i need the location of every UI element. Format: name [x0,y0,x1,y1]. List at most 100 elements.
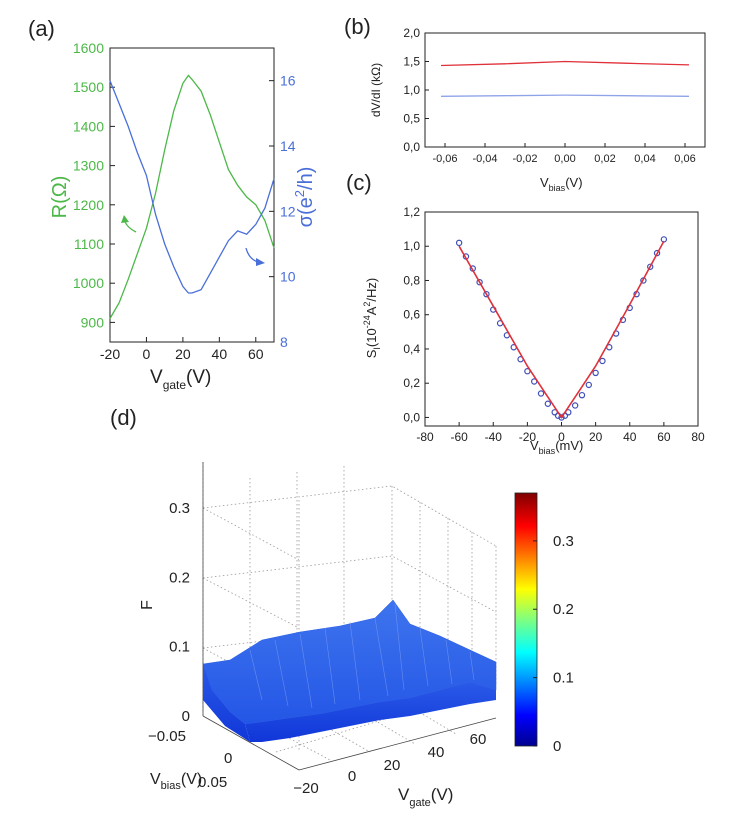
a-right-tick-label: 16 [280,73,296,89]
b-x-tick-label: -0,06 [432,153,457,165]
c-y-tick-label: 0,4 [403,342,420,356]
panel-a-ylabel-right: σ(e2/h) [292,167,317,228]
b-y-tick-label: 2,0 [403,26,420,40]
d-x-tick-label: 0 [348,768,356,785]
a-right-tick-label: 8 [280,334,288,350]
panel-c-chart: 0,0 0,2 0,4 0,6 0,8 1,0 1,2 -80 -60 -40 -20 0 20 40 6… [362,205,705,456]
panel-c-x-axis: -80 -60 -40 -20 0 20 40 60 80 [416,422,705,444]
b-y-tick-label: 0,5 [403,112,420,126]
b-y-tick-label: 0,0 [403,140,420,154]
c-x-tick-label: -40 [485,430,503,444]
c-x-tick-label: 0 [558,430,565,444]
d-z-tick-label: 0 [182,708,190,725]
c-x-tick-label: 20 [589,430,603,444]
panel-b-frame [424,32,706,148]
c-data-point [647,263,654,270]
c-data-point [483,290,490,298]
a-x-tick-label: 60 [248,346,264,362]
panel-a-frame [109,47,275,343]
b-series-lower [440,94,690,97]
panel-b-xlabel: Vbias(V) [540,175,583,193]
c-x-tick-label: 40 [623,430,637,444]
panel-b-x-axis: -0,06 -0,04 -0,02 0,00 0,02 0,04 0,06 [432,143,696,165]
a-left-tick-label: 1000 [73,275,104,291]
cb-tick-label: 0.3 [553,533,574,550]
cb-tick-label: 0.1 [553,670,574,687]
c-y-tick-label: 1,0 [403,239,420,253]
c-data-point [455,239,463,247]
panel-a-label: (a) [28,16,55,41]
panel-d-zlabel: F [139,600,156,610]
panel-d-grid [202,462,497,761]
a-x-tick-label: 0 [143,346,151,362]
a-x-tick-label: 40 [212,346,228,362]
panel-c-ylabel: SI(10-24A2/Hz) [362,278,382,359]
panel-a-chart: 900 1000 1100 1200 1300 1400 1500 1600 8 10 12 14 1… [49,40,317,392]
panel-d-ylabel: Vbias(V) [150,771,202,792]
d-y-tick-label: 0 [224,750,232,767]
a-x-tick-label: 20 [175,346,191,362]
panel-a-left-axis: 900 1000 1100 1200 1300 1400 1500 1600 [73,40,115,330]
c-data-point [544,400,552,407]
d-x-tick-label: 40 [428,744,445,761]
panel-a-ylabel-left: R(Ω) [49,176,71,219]
panel-b-chart: 0,0 0,5 1,0 1,5 2,0 -0,06 -0,04 -0,02 0,00 0,02 0… [369,26,706,193]
panel-a-xlabel: Vgate(V) [150,367,211,392]
d-x-tick-label: 60 [470,731,487,748]
b-series-upper [440,60,690,67]
a-series-R [109,74,275,319]
panel-d-chart: 0 0.1 0.2 0.3 −0.05 0 0.05 −20 0 20 40 60 F Vbias… [139,462,574,809]
b-x-tick-label: 0,04 [634,153,655,165]
d-z-tick-label: 0.3 [169,500,190,517]
b-y-tick-label: 1,5 [403,55,420,69]
c-x-tick-label: -20 [519,430,537,444]
colorbar-axis: 0 0.1 0.2 0.3 [533,533,574,755]
d-x-tick-label: −20 [293,780,318,797]
c-data-point [592,369,599,377]
c-data-point [653,249,661,257]
panel-d-y-axis: −0.05 0 0.05 [148,728,232,791]
panel-c-xlabel: Vbias(mV) [530,438,583,456]
surface-texture [249,603,475,709]
panel-d-z-axis: 0 0.1 0.2 0.3 [169,500,190,725]
c-data-point [476,278,483,286]
panel-a-x-axis: -20 0 20 40 60 [100,337,264,362]
d-y-tick-label: 0.05 [198,774,227,791]
panel-c-y-axis: 0,0 0,2 0,4 0,6 0,8 1,0 1,2 [403,205,429,424]
sigma-axis-arrowhead [256,258,265,266]
surface-left-face [203,664,250,742]
c-y-tick-label: 0,2 [403,376,420,390]
b-x-tick-label: -0,02 [512,153,537,165]
c-data-point [578,391,586,399]
c-data-point [599,357,606,365]
c-y-tick-label: 0,0 [403,410,420,424]
colorbar [514,492,538,747]
panel-d-label: (d) [110,405,137,430]
c-x-tick-label: -80 [416,430,434,444]
b-x-tick-label: 0,00 [554,153,575,165]
a-left-tick-label: 1400 [73,118,104,134]
panel-c-series [455,236,668,421]
panel-c-frame [424,211,699,427]
a-left-tick-label: 1600 [73,40,104,56]
panel-d-xlabel: Vgate(V) [398,785,453,809]
c-data-point [558,414,565,421]
c-y-tick-label: 0,8 [403,273,420,287]
b-x-tick-label: 0,02 [594,153,615,165]
c-data-point [537,390,545,397]
d-z-tick-label: 0.1 [169,639,190,656]
panel-a-right-axis: 8 10 12 14 16 [269,73,296,350]
c-y-tick-label: 1,2 [403,205,420,219]
c-data-point [571,402,579,409]
a-x-tick-label: -20 [100,346,120,362]
b-x-tick-label: -0,04 [472,153,497,165]
a-left-tick-label: 900 [81,314,105,330]
panel-b-ylabel: dV/dI (kΩ) [369,63,383,117]
a-series-sigma [109,80,275,294]
d-x-tick-label: 20 [384,757,401,774]
r-axis-arrowhead [121,215,129,223]
a-left-tick-label: 1500 [73,79,104,95]
cb-tick-label: 0.2 [553,601,574,618]
c-x-tick-label: 60 [657,430,671,444]
a-right-tick-label: 14 [280,138,296,154]
